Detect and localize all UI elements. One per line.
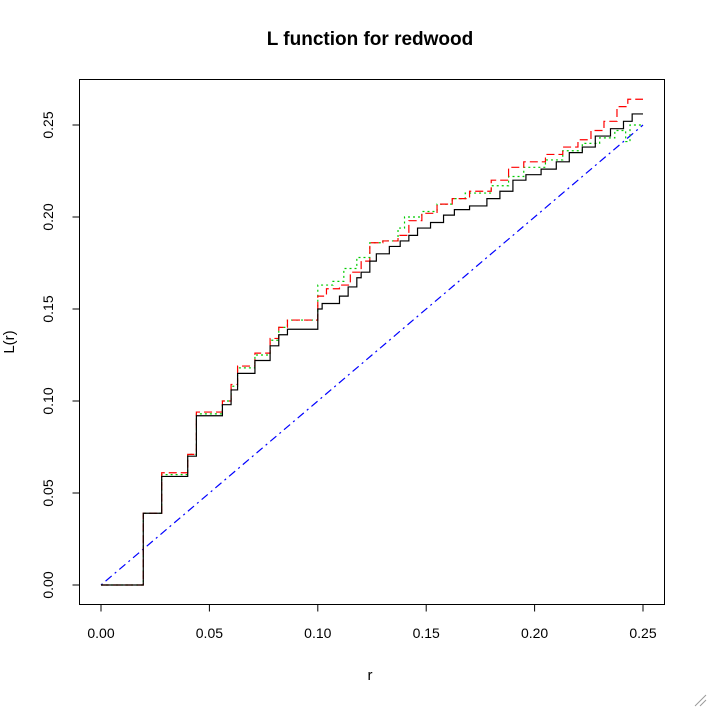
series-layer: [100, 98, 644, 586]
y-tick-label: 0.00: [40, 571, 56, 598]
plot-frame: [79, 79, 665, 605]
y-axis-label: L(r): [1, 330, 18, 353]
y-tick-label: 0.15: [40, 295, 56, 322]
x-tick-label: 0.15: [413, 625, 440, 641]
series-line-1: [100, 124, 644, 586]
y-axis: 0.00 0.05 0.10 0.15 0.20 0.25: [40, 111, 80, 599]
y-tick-label: 0.25: [40, 111, 56, 138]
x-tick-label: 0.00: [87, 625, 114, 641]
series-line-4: [101, 113, 643, 586]
x-tick-label: 0.20: [521, 625, 548, 641]
x-axis-label: r: [368, 667, 373, 684]
y-tick-label: 0.05: [40, 479, 56, 506]
x-tick-label: 0.10: [304, 625, 331, 641]
x-tick-label: 0.25: [629, 625, 656, 641]
x-tick-label: 0.05: [196, 625, 223, 641]
resize-grip-icon[interactable]: [694, 694, 707, 707]
series-line-3: [101, 98, 643, 586]
y-tick-label: 0.20: [40, 203, 56, 230]
chart-title: L function for redwood: [267, 29, 474, 50]
x-axis: 0.00 0.05 0.10 0.15 0.20 0.25: [87, 604, 657, 641]
y-tick-label: 0.10: [40, 387, 56, 414]
